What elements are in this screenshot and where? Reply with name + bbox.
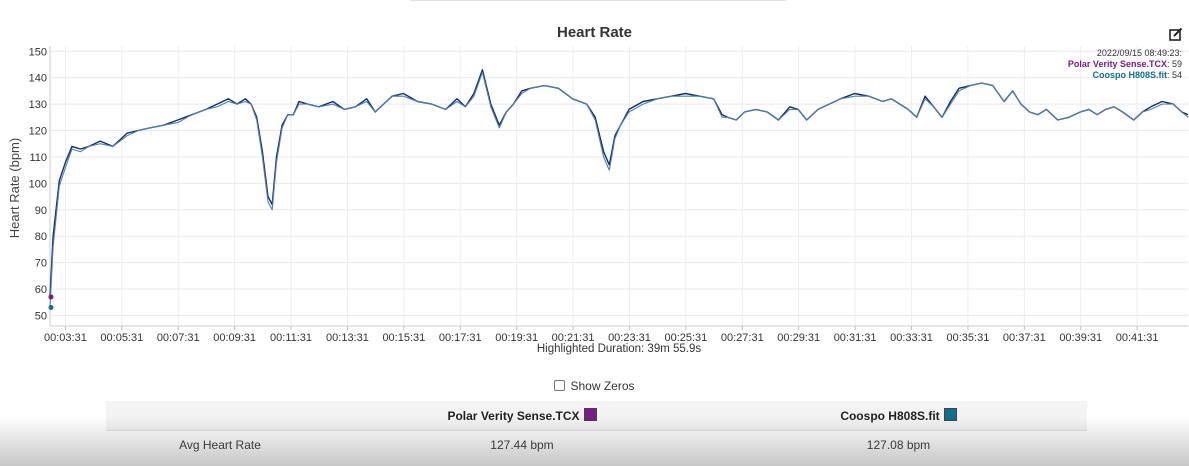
x-tick-label: 00:31:31 (834, 332, 877, 344)
table-row: Avg Heart Rate 127.44 bpm 127.08 bpm (106, 430, 1087, 459)
y-tick-label: 60 (35, 284, 47, 296)
y-tick-label: 120 (29, 126, 47, 138)
stats-table: Polar Verity Sense.TCX Coospo H808S.fit … (106, 401, 1087, 459)
show-zeros-label: Show Zeros (570, 379, 635, 393)
y-tick-label: 80 (35, 231, 47, 243)
x-tick-label: 00:11:31 (270, 332, 312, 344)
y-tick-label: 130 (29, 99, 47, 111)
tooltip-series-2-value: 54 (1171, 70, 1182, 80)
hover-tooltip: 2022/09/15 08:49:23: Polar Verity Sense.… (1068, 48, 1182, 81)
series-layer (48, 69, 1189, 311)
tooltip-row-1: Polar Verity Sense.TCX: 59 (1067, 59, 1182, 69)
x-tick-label: 00:23:31 (608, 332, 651, 344)
x-tick-label: 00:21:31 (552, 332, 595, 344)
series-line-2 (49, 71, 1189, 308)
y-tick-label: 90 (35, 205, 47, 217)
grid-layer (50, 46, 1188, 330)
x-tick-label: 00:35:31 (947, 332, 990, 344)
tooltip-series-1-value: 59 (1171, 59, 1182, 69)
x-tick-label: 00:41:31 (1116, 332, 1159, 344)
stats-header-coospo: Coospo H808S.fit (710, 401, 1087, 431)
coospo-color-swatch (943, 408, 957, 421)
show-zeros-checkbox[interactable] (554, 380, 566, 391)
edit-icon[interactable] (1169, 27, 1183, 41)
y-tick-label: 70 (35, 258, 47, 270)
y-tick-label: 140 (29, 73, 47, 85)
tooltip-series-2-name: Coospo H808S.fit (1092, 70, 1167, 80)
x-tick-label: 00:15:31 (382, 332, 425, 344)
y-axis-title: Heart Rate (bpm) (7, 138, 22, 238)
stats-header-empty (106, 401, 334, 431)
stats-row-label: Avg Heart Rate (106, 430, 334, 459)
y-tick-label: 100 (29, 178, 47, 190)
x-tick-label: 00:09:31 (213, 332, 256, 344)
stats-coospo-value: 127.08 bpm (710, 430, 1087, 459)
x-tick-label: 00:05:31 (100, 332, 143, 344)
x-tick-label: 00:33:31 (890, 332, 933, 344)
stats-header-coospo-label: Coospo H808S.fit (840, 409, 940, 423)
stats-header-polar-label: Polar Verity Sense.TCX (447, 409, 580, 423)
top-divider (410, 0, 786, 1)
x-tick-label: 00:17:31 (439, 332, 482, 344)
tooltip-series-1-name: Polar Verity Sense.TCX (1067, 59, 1167, 69)
x-tick-label: 00:37:31 (1003, 332, 1046, 344)
y-tick-label: 50 (35, 310, 47, 322)
highlighted-duration: Highlighted Duration: 39m 55.9s (536, 343, 702, 355)
x-tick-label: 00:13:31 (326, 332, 369, 344)
stats-header-row: Polar Verity Sense.TCX Coospo H808S.fit (106, 401, 1087, 431)
x-tick-label: 00:07:31 (157, 332, 200, 344)
tooltip-row-2: Coospo H808S.fit: 54 (1092, 70, 1182, 80)
chart-title: Heart Rate (556, 24, 633, 41)
stats-header-polar: Polar Verity Sense.TCX (334, 401, 710, 431)
y-tick-label: 110 (29, 152, 47, 164)
x-tick-label: 00:39:31 (1059, 332, 1102, 344)
x-tick-label: 00:25:31 (664, 332, 707, 344)
stats-polar-value: 127.44 bpm (334, 430, 710, 459)
x-tick-labels: 00:03:31 00:05:31 00:07:31 00:09:31 00:11:31… (44, 332, 1159, 344)
show-zeros-control[interactable]: Show Zeros (0, 379, 1189, 393)
tooltip-timestamp: 2022/09/15 08:49:23: (1096, 48, 1182, 58)
x-tick-label: 00:19:31 (495, 332, 538, 344)
polar-color-swatch (583, 408, 597, 421)
y-tick-labels: 50 60 70 80 90 100 110 120 130 140 150 (29, 46, 47, 322)
x-tick-label: 00:29:31 (777, 332, 820, 344)
series-2-start-marker (48, 305, 54, 311)
series-1-start-marker (48, 294, 54, 300)
x-tick-label: 00:03:31 (44, 332, 87, 344)
x-tick-label: 00:27:31 (721, 332, 764, 344)
y-tick-label: 150 (29, 46, 47, 58)
